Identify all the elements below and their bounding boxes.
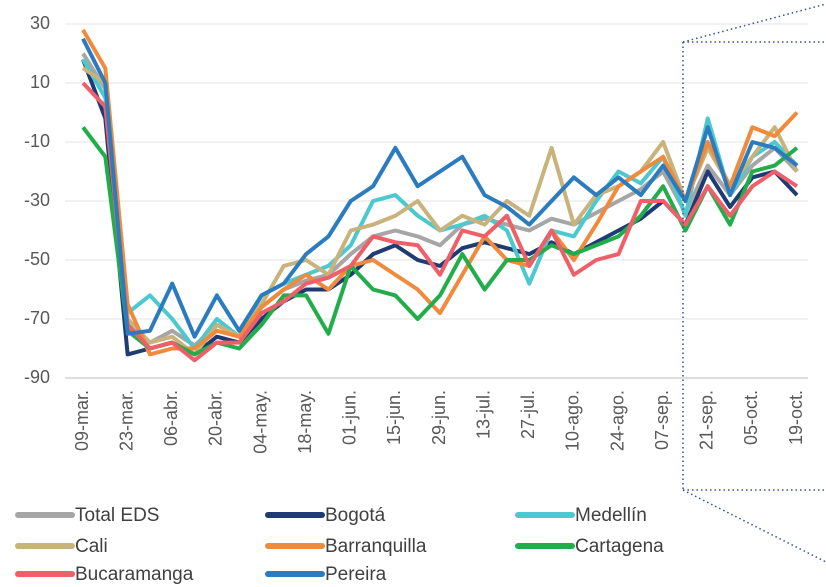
- x-tick-label: 13-jul.: [473, 390, 493, 439]
- series-line: [81, 126, 799, 357]
- x-tick-label: 06-abr.: [161, 390, 181, 446]
- legend-label: Pereira: [325, 564, 387, 585]
- x-tick-label: 04-may.: [250, 390, 270, 454]
- x-tick-label: 18-may.: [295, 390, 315, 454]
- legend: Total EDS Bogotá Medellín Cali Barranquilla C…: [15, 505, 664, 585]
- x-tick-label: 24-ago.: [607, 390, 627, 451]
- y-tick-label: -70: [24, 308, 50, 328]
- plot: 30 10 -10 -30 -50 -70 -90 09-mar. 23-mar. 06-abr.…: [15, 13, 808, 585]
- y-tick-label: 10: [30, 72, 50, 92]
- x-tick-label: 15-jun.: [384, 390, 404, 445]
- zoom-guide: [682, 3, 826, 563]
- y-tick-label: -10: [24, 131, 50, 151]
- x-tick-label: 07-sep.: [652, 390, 672, 450]
- legend-label: Medellín: [575, 505, 647, 526]
- legend-label: Barranquilla: [325, 536, 427, 557]
- x-tick-label: 09-mar.: [72, 390, 92, 451]
- x-tick-label: 01-jun.: [340, 390, 360, 445]
- legend-label: Cartagena: [575, 536, 664, 557]
- x-tick-label: 23-mar.: [116, 390, 136, 451]
- x-tick-label: 19-oct.: [786, 390, 806, 445]
- y-tick-label: -30: [24, 190, 50, 210]
- x-tick-label: 20-abr.: [206, 390, 226, 446]
- y-tick-label: -50: [24, 249, 50, 269]
- x-tick-label: 21-sep.: [697, 390, 717, 450]
- x-tick-label: 10-ago.: [563, 390, 583, 451]
- x-tick-label: 27-jul.: [518, 390, 538, 439]
- legend-label: Bucaramanga: [75, 564, 194, 585]
- y-tick-label: 30: [30, 13, 50, 33]
- x-tick-label: 29-jun.: [429, 390, 449, 445]
- x-tick-label: 05-oct.: [741, 390, 761, 445]
- series-line: [81, 37, 799, 339]
- legend-label: Bogotá: [325, 505, 386, 526]
- legend-label: Cali: [75, 536, 108, 557]
- y-tick-label: -90: [24, 367, 50, 387]
- series-line: [81, 81, 799, 363]
- series-line: [81, 58, 799, 351]
- legend-label: Total EDS: [75, 505, 159, 526]
